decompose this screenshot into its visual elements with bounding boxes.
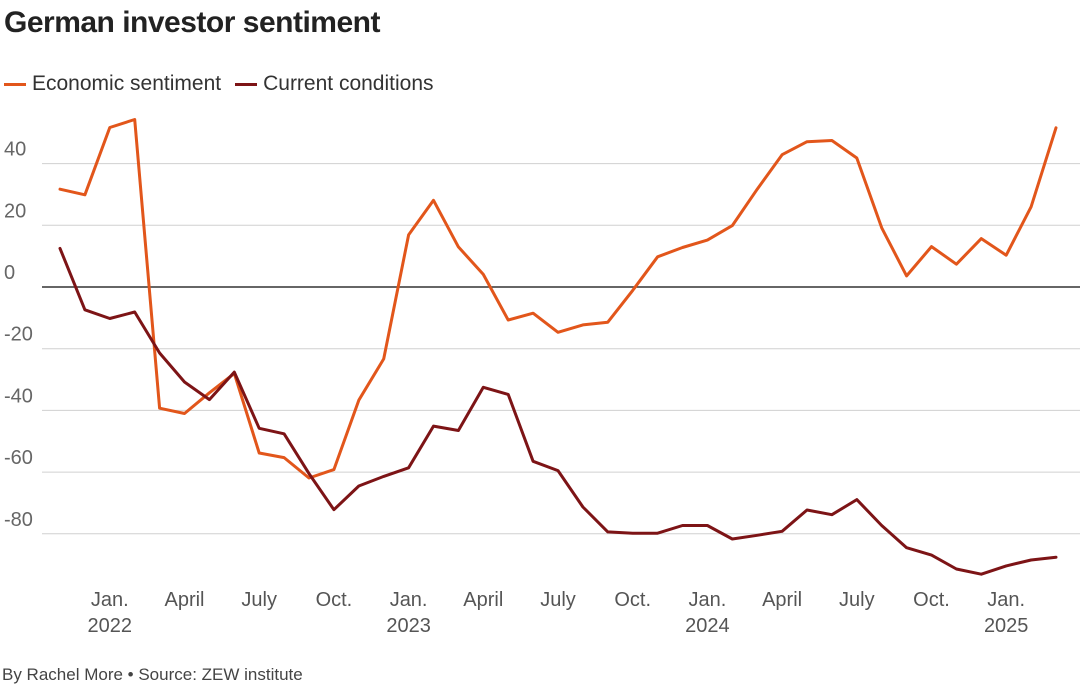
x-tick-label: July: [839, 589, 875, 611]
series-line-economic-sentiment: [58, 118, 1058, 480]
y-tick-label: -80: [4, 509, 33, 531]
x-tick-label: Oct.: [913, 589, 950, 611]
y-tick-label: -20: [4, 324, 33, 346]
legend: Economic sentiment Current conditions: [4, 72, 448, 96]
series-line-current-conditions: [58, 246, 1058, 576]
x-tick-label: Oct.: [316, 589, 353, 611]
x-tick-year-label: 2022: [88, 615, 133, 637]
x-tick-year-label: 2024: [685, 615, 730, 637]
legend-swatch-current-conditions: [235, 82, 258, 86]
x-tick-label: July: [540, 589, 576, 611]
series-layer: [58, 118, 1058, 576]
y-tick-label: 20: [4, 200, 26, 222]
legend-item-current-conditions: Current conditions: [235, 72, 434, 96]
x-tick-label: April: [762, 589, 802, 611]
source-credit: By Rachel More • Source: ZEW institute: [2, 665, 303, 684]
x-tick-label: Jan.: [91, 589, 129, 611]
x-tick-label: Jan.: [390, 589, 428, 611]
axis-layer: 40 20 0 -20 -40 -60 -80 Jan. 2022 April July Oct. Ja…: [4, 139, 1028, 637]
legend-swatch-economic-sentiment: [4, 82, 26, 86]
x-tick-label: July: [241, 589, 277, 611]
x-tick-label: April: [164, 589, 204, 611]
x-tick-year-label: 2023: [386, 615, 431, 637]
grid-layer: [42, 163, 1080, 535]
chart-title: German investor sentiment: [4, 6, 380, 39]
legend-item-economic-sentiment: Economic sentiment: [4, 72, 221, 96]
y-tick-label: -40: [4, 385, 33, 407]
x-tick-label: Jan.: [688, 589, 726, 611]
y-tick-label: -60: [4, 447, 33, 469]
x-tick-label: April: [463, 589, 503, 611]
legend-label-economic-sentiment: Economic sentiment: [32, 72, 222, 95]
x-tick-year-label: 2025: [984, 615, 1029, 637]
x-tick-label: Oct.: [614, 589, 651, 611]
legend-label-current-conditions: Current conditions: [263, 72, 434, 95]
y-tick-label: 0: [4, 262, 15, 284]
y-tick-label: 40: [4, 139, 26, 161]
line-chart: 40 20 0 -20 -40 -60 -80 Jan. 2022 April July Oct. Ja…: [4, 118, 1080, 637]
x-tick-label: Jan.: [987, 589, 1025, 611]
